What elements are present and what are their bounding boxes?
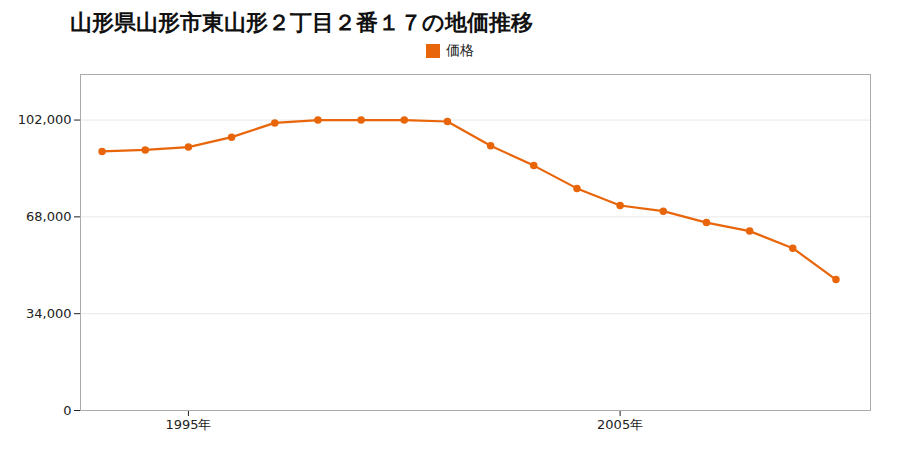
svg-text:102,000: 102,000	[18, 112, 72, 127]
html-text:山形県山形市東山形２丁目２番１７の地価推移: 山形県山形市東山形２丁目２番１７の地価推移	[70, 10, 533, 35]
svg-text:2005年: 2005年	[597, 417, 643, 432]
svg-text:1995年: 1995年	[165, 417, 211, 432]
html-text:価格: 価格	[446, 42, 474, 58]
svg-text:0: 0	[63, 403, 71, 418]
svg-text:34,000: 34,000	[26, 306, 72, 321]
svg-text:68,000: 68,000	[26, 209, 72, 224]
